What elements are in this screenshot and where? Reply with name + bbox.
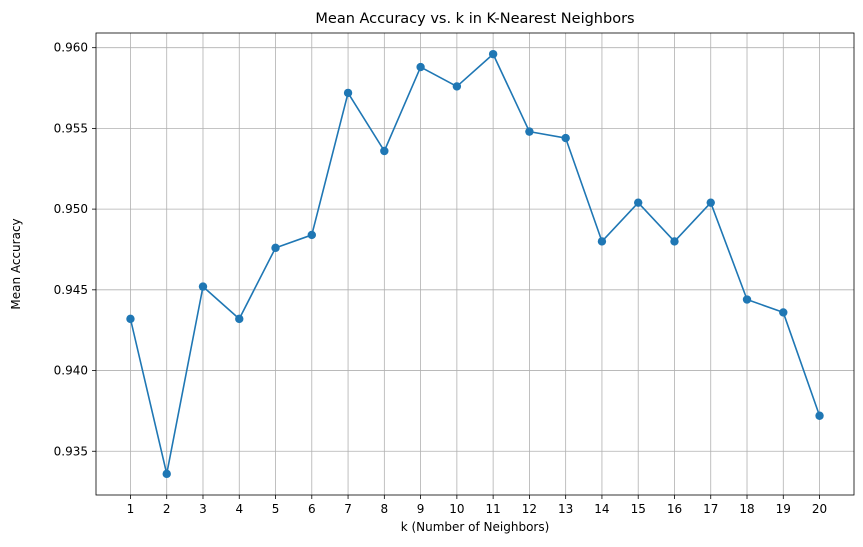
data-point xyxy=(343,88,353,98)
ticks: 1 2 3 4 5 6 7 8 9 10 11 12 13 14 15 16 17 18 19 200.9350.94… xyxy=(54,41,828,516)
x-tick-label: 19 xyxy=(776,502,791,516)
x-tick-label: 4 xyxy=(235,502,243,516)
y-tick-label: 0.960 xyxy=(54,41,88,55)
x-tick-label: 5 xyxy=(272,502,280,516)
data-point xyxy=(198,282,208,291)
x-axis-label: k (Number of Neighbors) xyxy=(401,520,550,534)
data-point xyxy=(488,49,498,59)
x-tick-label: 6 xyxy=(308,502,316,516)
x-tick-label: 20 xyxy=(812,502,827,516)
data-point xyxy=(380,146,389,156)
data-point xyxy=(779,308,788,317)
data-point xyxy=(815,411,824,420)
data-point xyxy=(126,314,135,324)
data-point xyxy=(670,237,679,246)
y-tick-label: 0.940 xyxy=(54,364,88,378)
data-point xyxy=(561,133,570,143)
x-tick-label: 13 xyxy=(558,502,573,516)
x-tick-label: 3 xyxy=(199,502,207,516)
y-tick-label: 0.950 xyxy=(54,202,88,216)
data-point xyxy=(525,127,534,136)
y-axis-label: Mean Accuracy xyxy=(9,218,23,309)
x-tick-label: 16 xyxy=(667,502,682,516)
x-tick-label: 2 xyxy=(163,502,171,516)
data-point xyxy=(597,237,607,246)
x-tick-label: 17 xyxy=(703,502,718,516)
x-tick-label: 1 xyxy=(127,502,135,516)
x-tick-label: 7 xyxy=(344,502,352,516)
series-line xyxy=(129,53,821,475)
data-point xyxy=(162,469,171,479)
x-tick-label: 14 xyxy=(594,502,609,516)
chart-title: Mean Accuracy vs. k in K-Nearest Neighbo… xyxy=(315,11,634,27)
series-layer xyxy=(126,49,824,479)
x-tick-label: 15 xyxy=(631,502,646,516)
plot-frame xyxy=(95,32,855,496)
data-point xyxy=(271,243,280,253)
data-point xyxy=(235,314,244,324)
x-tick-label: 18 xyxy=(739,502,754,516)
data-point xyxy=(416,62,425,72)
x-tick-label: 10 xyxy=(449,502,464,516)
grid xyxy=(96,33,854,495)
x-tick-label: 11 xyxy=(485,502,500,516)
data-point xyxy=(307,230,316,240)
x-tick-label: 9 xyxy=(417,502,425,516)
data-point xyxy=(452,82,462,91)
data-point xyxy=(742,295,752,304)
x-tick-label: 12 xyxy=(522,502,537,516)
data-point xyxy=(634,198,643,207)
y-tick-label: 0.945 xyxy=(54,283,88,297)
x-tick-label: 8 xyxy=(381,502,389,516)
y-tick-label: 0.935 xyxy=(54,444,88,458)
data-point xyxy=(706,198,715,207)
y-tick-label: 0.955 xyxy=(54,121,88,135)
